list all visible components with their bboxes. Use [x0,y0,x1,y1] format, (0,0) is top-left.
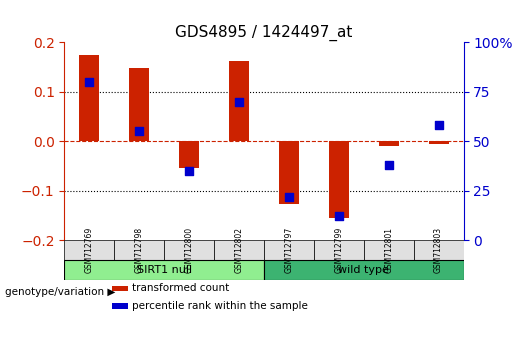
Text: GSM712769: GSM712769 [85,227,94,273]
Point [135,129,143,134]
Text: GSM712801: GSM712801 [384,227,393,273]
Text: SIRT1 null: SIRT1 null [136,265,192,275]
Bar [112,286,128,291]
FancyBboxPatch shape [64,240,114,260]
FancyBboxPatch shape [264,240,314,260]
Bar [79,55,99,141]
Point [385,162,393,168]
Text: GSM712798: GSM712798 [135,227,144,273]
Text: GSM712803: GSM712803 [434,227,443,273]
Point [335,213,343,219]
FancyBboxPatch shape [414,240,464,260]
FancyBboxPatch shape [64,260,264,280]
Text: transformed count: transformed count [132,284,230,293]
Text: GSM712797: GSM712797 [284,227,294,273]
Text: percentile rank within the sample: percentile rank within the sample [132,301,308,311]
Point [185,168,193,174]
FancyBboxPatch shape [164,240,214,260]
Bar [129,68,149,141]
Point [285,194,293,199]
FancyBboxPatch shape [314,240,364,260]
FancyBboxPatch shape [214,240,264,260]
Bar [428,141,449,144]
FancyBboxPatch shape [114,240,164,260]
Text: GSM712799: GSM712799 [334,227,344,273]
Text: GSM712800: GSM712800 [184,227,194,273]
Bar [379,141,399,146]
Title: GDS4895 / 1424497_at: GDS4895 / 1424497_at [175,25,353,41]
Text: wild type: wild type [338,265,389,275]
Point [235,99,243,104]
Bar [329,141,349,218]
FancyBboxPatch shape [364,240,414,260]
Point [85,79,93,85]
Text: genotype/variation ▶: genotype/variation ▶ [5,287,115,297]
Bar [179,141,199,169]
Bar [279,141,299,205]
FancyBboxPatch shape [264,260,464,280]
Text: GSM712802: GSM712802 [234,227,244,273]
Bar [229,61,249,141]
Bar [112,303,128,309]
Point [435,122,443,128]
